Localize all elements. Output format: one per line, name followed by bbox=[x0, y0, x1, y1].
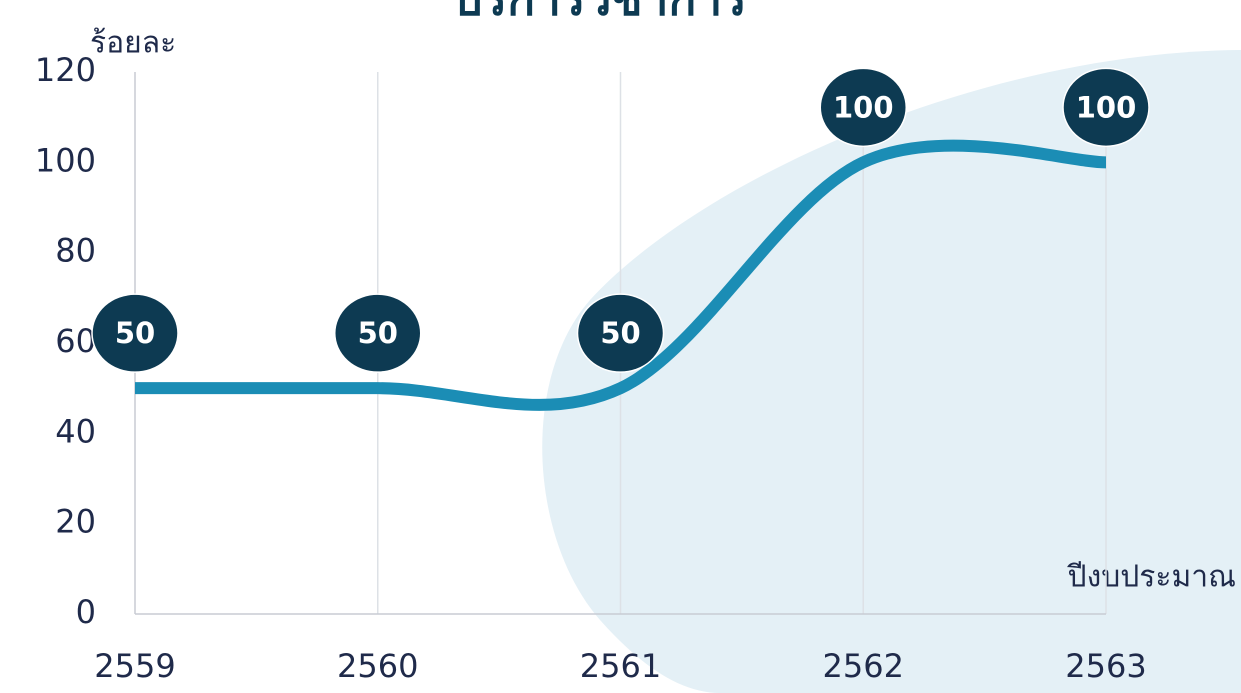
y-tick-label: 60 bbox=[55, 322, 96, 360]
y-axis-label: ร้อยละ bbox=[90, 26, 176, 61]
x-tick-label: 2559 bbox=[94, 647, 175, 685]
data-label-bubble bbox=[91, 293, 179, 373]
y-tick-label: 120 bbox=[35, 51, 96, 89]
x-tick-label: 2561 bbox=[580, 647, 661, 685]
data-label: 100 bbox=[833, 90, 894, 124]
y-tick-label: 0 bbox=[76, 593, 96, 631]
x-axis-label: ปีงบประมาณ bbox=[1067, 560, 1236, 595]
y-tick-label: 40 bbox=[55, 412, 96, 450]
data-line bbox=[135, 139, 1107, 411]
chart-title: บริการวิชาการ bbox=[453, 0, 747, 26]
background-shape bbox=[542, 50, 1241, 693]
y-tick-label: 80 bbox=[55, 232, 96, 270]
data-label-bubble bbox=[1062, 67, 1150, 148]
data-label-bubble bbox=[576, 293, 665, 373]
y-tick-label: 100 bbox=[35, 141, 96, 179]
data-label: 50 bbox=[115, 316, 155, 350]
x-tick-label: 2562 bbox=[823, 647, 904, 685]
x-tick-label: 2560 bbox=[337, 647, 418, 685]
data-label: 50 bbox=[358, 316, 398, 350]
data-label-bubble bbox=[334, 293, 422, 373]
data-label-bubble bbox=[819, 67, 907, 148]
data-label: 50 bbox=[600, 316, 640, 350]
data-label: 100 bbox=[1076, 90, 1137, 124]
x-tick-label: 2563 bbox=[1065, 647, 1146, 685]
y-tick-label: 20 bbox=[55, 503, 96, 541]
